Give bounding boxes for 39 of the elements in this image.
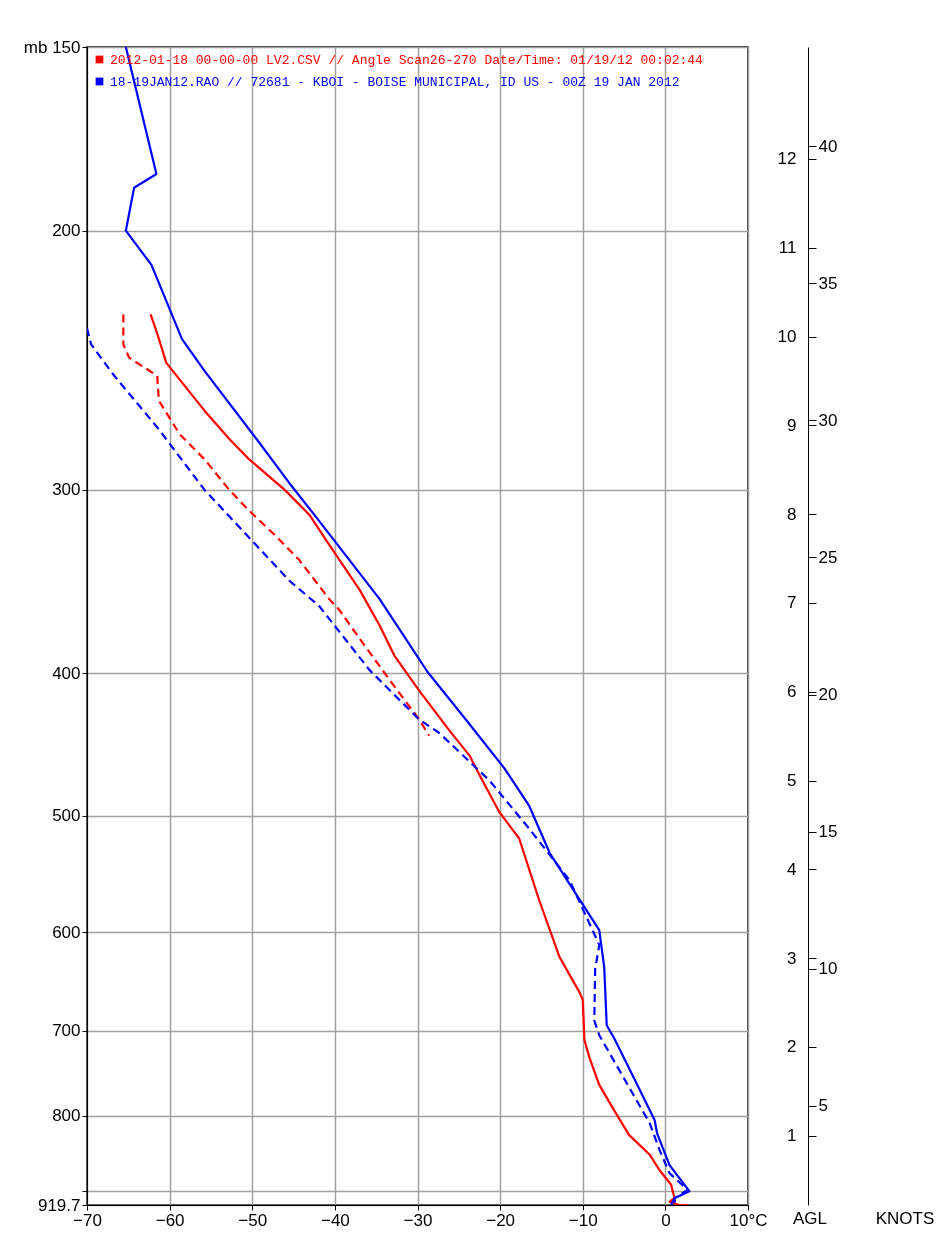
y3-tick-label: 25 [818,548,838,567]
x-tick-label: −20 [486,1210,516,1230]
y2-tick-label: 11 [778,238,797,258]
y2-tick-label: 7 [787,593,797,613]
y3-tick-label: 20 [818,685,838,704]
text: AGL [792,1209,828,1228]
y-tick-label: 500 [52,806,81,826]
y-tick-label: 800 [52,1106,81,1126]
y3-tick-label: 30 [818,410,838,430]
y2-tick-label: 2 [787,1037,797,1057]
y3-tick-label: 15 [818,822,838,842]
y-tick-label: mb 150 [23,37,81,57]
y-tick-label: 700 [52,1021,81,1041]
y-tick-label: 400 [52,663,81,683]
y-tick-label: 300 [52,480,81,500]
y2-tick-label: 9 [787,415,797,435]
y3-tick-label: 35 [818,273,838,293]
y2-tick-label: 3 [787,948,797,968]
y2-tick-label: 4 [787,859,797,879]
y2-tick-label: 12 [777,149,797,169]
y2-tick-label: 6 [787,682,797,702]
x-tick-label: −10 [568,1210,598,1230]
y-tick-label: 600 [52,922,81,942]
line-series [122,313,431,737]
x-tick-label: −50 [238,1210,268,1230]
x-tick-label: −30 [403,1210,433,1230]
y2-tick-label: 10 [777,327,797,346]
text: KNOTS [875,1209,935,1228]
y3-tick-label: 5 [818,1096,828,1116]
y2-tick-label: 5 [787,771,797,791]
y-tick-label: 200 [52,221,81,241]
y3-tick-label: 40 [818,136,838,156]
x-tick-label: 0 [661,1210,671,1230]
y2-tick-label: 1 [787,1126,797,1146]
y3-tick-label: 10 [818,959,838,979]
x-tick-label: 10°C [729,1210,768,1230]
x-tick-label: −60 [155,1210,185,1230]
x-tick-label: −40 [320,1210,350,1230]
y2-tick-label: 8 [787,504,797,524]
